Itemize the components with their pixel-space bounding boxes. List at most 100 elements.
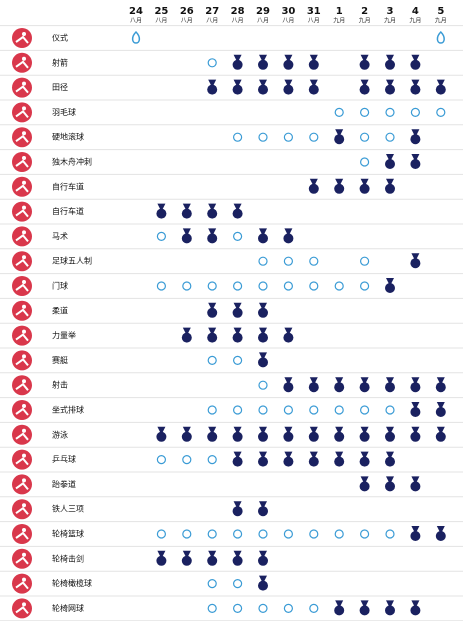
medal-disc <box>181 233 192 244</box>
sport-icon-figure <box>15 110 29 119</box>
medal-event <box>258 327 268 343</box>
medal-disc <box>359 456 370 467</box>
competition-event <box>385 529 395 539</box>
sport-name: 柔道 <box>52 305 68 315</box>
medal-disc <box>207 84 218 95</box>
medal-event <box>359 600 370 616</box>
medal-ribbon <box>335 178 344 185</box>
sport-name: 乒乓球 <box>52 454 76 464</box>
medal-disc <box>258 456 268 467</box>
medal-disc <box>283 84 294 95</box>
competition-event <box>258 529 268 539</box>
medal-event <box>181 327 192 343</box>
sport-icon-figure <box>15 382 29 391</box>
medal-event <box>283 79 294 95</box>
sport-icon-figure <box>15 258 29 267</box>
competition-event <box>207 355 217 365</box>
medal-event <box>232 426 243 442</box>
medal-disc <box>207 555 218 566</box>
medal-disc <box>435 382 446 393</box>
medal-ribbon <box>259 575 267 582</box>
medal-ribbon <box>309 451 318 458</box>
competition-event <box>360 132 370 142</box>
medal-event <box>181 228 192 244</box>
date-day: 3 <box>387 6 394 17</box>
medal-ribbon <box>335 451 344 458</box>
competition-event <box>283 529 293 539</box>
competition-event <box>207 281 217 291</box>
medal-ribbon <box>360 426 369 433</box>
medal-event <box>410 426 421 442</box>
medal-disc <box>232 208 243 219</box>
medal-ribbon <box>259 327 267 334</box>
medal-ribbon <box>259 228 267 235</box>
medal-ribbon <box>157 426 166 433</box>
date-month: 九月 <box>333 17 345 25</box>
date-day: 4 <box>412 6 419 17</box>
medal-event <box>258 352 268 368</box>
medal-event <box>385 426 395 442</box>
date-month: 八月 <box>282 18 294 25</box>
medal-disc <box>410 382 421 393</box>
competition-event <box>360 529 370 539</box>
sport-icon-figure <box>15 482 29 491</box>
medal-event <box>435 426 446 442</box>
medal-ribbon <box>411 402 420 408</box>
medal-disc <box>232 431 243 442</box>
sport-name: 仪式 <box>52 33 68 43</box>
competition-event <box>309 132 319 142</box>
medal-disc <box>385 605 395 616</box>
medal-ribbon <box>233 203 242 210</box>
medal-disc <box>385 283 395 293</box>
medal-event <box>410 377 421 393</box>
medal-ribbon <box>411 129 420 136</box>
sport-name: 游泳 <box>52 429 68 439</box>
medal-ribbon <box>259 352 267 359</box>
competition-event <box>436 107 446 118</box>
medal-event <box>334 129 345 145</box>
medal-ribbon <box>208 228 217 235</box>
competition-event <box>182 529 192 539</box>
medal-disc <box>385 159 395 169</box>
medal-disc <box>181 208 192 219</box>
medal-event <box>308 426 319 442</box>
sport-icon-figure <box>22 503 26 508</box>
competition-event <box>258 603 268 614</box>
sport-icon-figure <box>22 230 26 235</box>
medal-event <box>308 377 319 393</box>
medal-disc <box>207 431 218 442</box>
competition-event <box>207 58 217 68</box>
medal-disc <box>410 258 421 269</box>
sport-name: 铁人三项 <box>52 504 84 514</box>
medal-disc <box>385 183 395 194</box>
medal-event <box>258 575 268 591</box>
sport-icon-figure <box>15 209 29 218</box>
medal-event <box>385 54 395 70</box>
sport-name: 独木舟冲刺 <box>52 157 92 167</box>
medal-event <box>308 79 319 95</box>
medal-disc <box>258 580 268 591</box>
competition-event <box>334 107 344 118</box>
date-month: 九月 <box>435 17 447 25</box>
medal-event <box>385 178 395 194</box>
medal-ribbon <box>386 178 394 185</box>
medal-ribbon <box>284 79 293 86</box>
competition-event <box>385 107 395 118</box>
medal-event <box>258 426 268 442</box>
medal-disc <box>283 59 294 70</box>
competition-event <box>207 529 217 539</box>
medal-event <box>181 203 192 219</box>
medal-ribbon <box>411 253 420 260</box>
medal-event <box>359 476 370 492</box>
medal-disc <box>181 332 192 343</box>
date-month: 九月 <box>384 17 396 25</box>
medal-event <box>435 79 446 95</box>
sport-icon-figure <box>15 506 29 515</box>
medal-event <box>258 451 268 467</box>
competition-event <box>258 405 268 415</box>
competition-event <box>309 281 319 291</box>
medal-ribbon <box>335 600 344 607</box>
sport-icon-figure <box>22 32 26 36</box>
sport-icon-figure <box>22 131 26 136</box>
